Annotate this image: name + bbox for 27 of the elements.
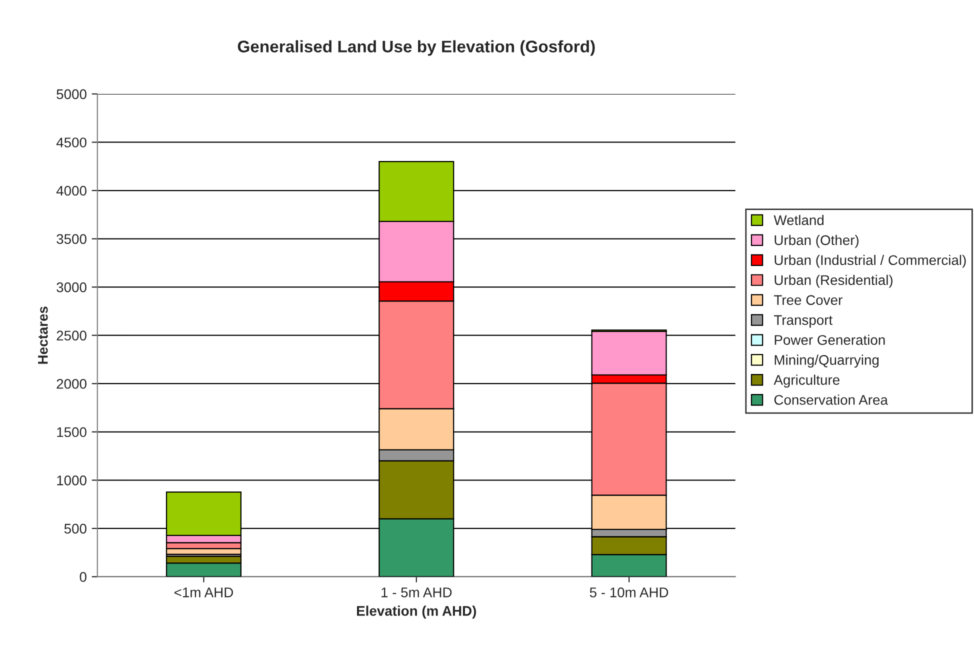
- legend-label: Agriculture: [774, 374, 840, 388]
- chart-title: Generalised Land Use by Elevation (Gosford): [238, 40, 595, 56]
- legend-label: Conservation Area: [774, 394, 888, 405]
- legend-label: Power Generation: [774, 334, 885, 345]
- x-tick-label: 1 - 5m AHD: [382, 588, 452, 598]
- y-tick-label: 2000: [56, 378, 86, 389]
- legend-label: Wetland: [774, 214, 824, 226]
- y-tick-label: 1500: [57, 427, 86, 438]
- legend-label: Urban (Residential): [774, 274, 892, 288]
- legend-label: Tree Cover: [774, 295, 842, 305]
- y-tick-label: 1000: [57, 476, 86, 486]
- y-tick-label: 500: [64, 524, 86, 534]
- y-tick-label: 0: [80, 572, 86, 582]
- y-tick-label: 4000: [56, 186, 86, 196]
- y-tick-label: 4500: [56, 138, 86, 148]
- y-tick-label: 2500: [56, 330, 86, 341]
- y-axis-title: Hectares: [38, 306, 48, 364]
- legend-label: Transport: [774, 315, 833, 328]
- x-tick-label: 5 - 10m AHD: [590, 588, 668, 598]
- x-axis-title: Elevation (m AHD): [357, 606, 476, 619]
- legend-label: Urban (Industrial / Commercial): [774, 254, 966, 268]
- y-tick-label: 3000: [56, 282, 86, 292]
- y-tick-label: 3500: [56, 234, 86, 244]
- legend-label: Mining/Quarrying: [774, 354, 879, 368]
- x-tick-label: <1m AHD: [174, 588, 233, 598]
- y-tick-label: 5000: [56, 89, 86, 100]
- legend-label: Urban (Other): [774, 234, 859, 248]
